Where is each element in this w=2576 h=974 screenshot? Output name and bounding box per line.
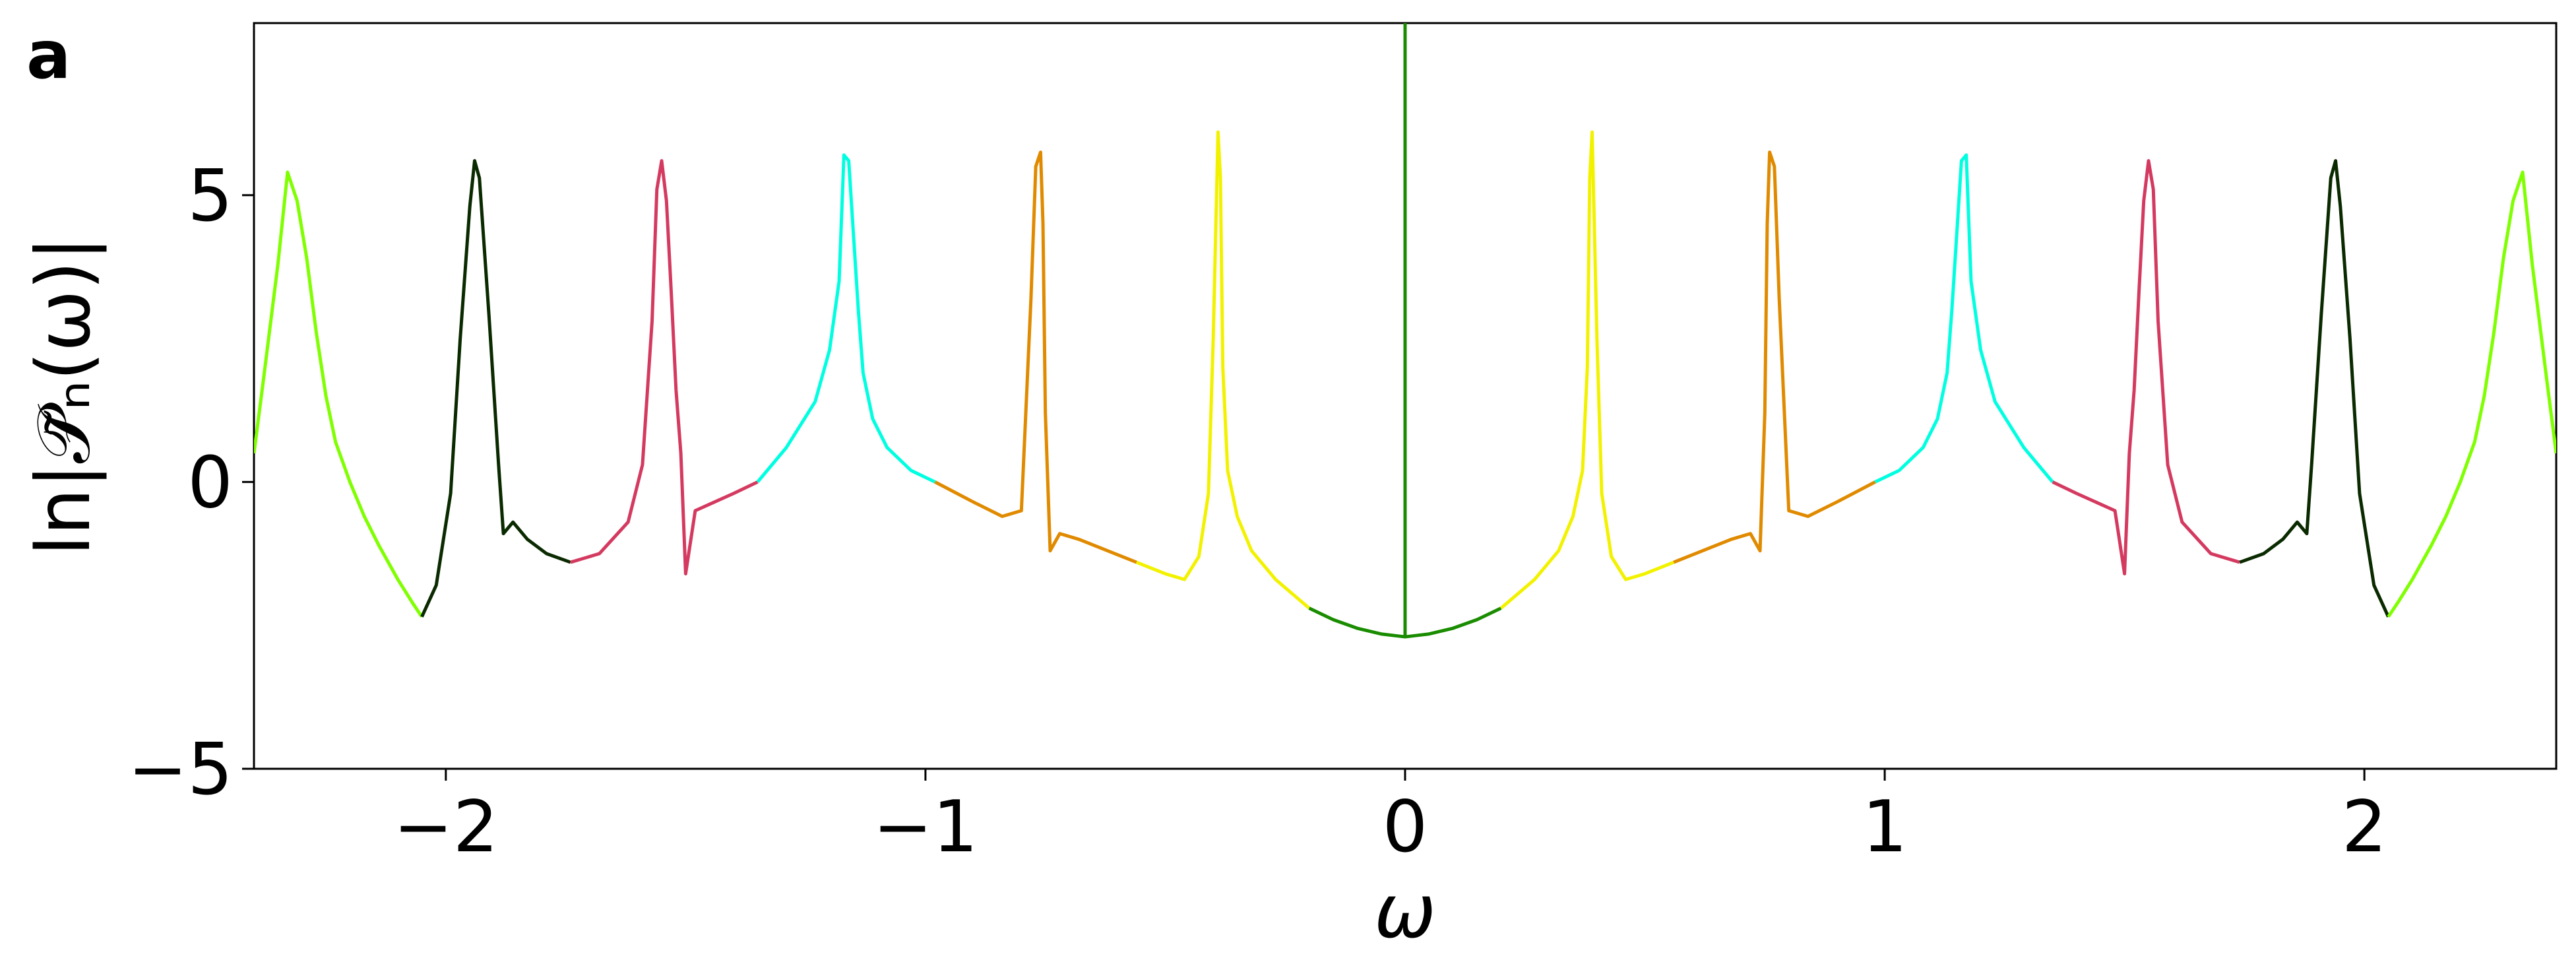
- x-tick-label: 0: [1383, 786, 1428, 868]
- series-line-9: [1673, 150, 1876, 564]
- series-line-12: [2239, 159, 2390, 618]
- series-line-10: [1874, 153, 2054, 484]
- x-axis-label: ω: [1374, 869, 1436, 955]
- y-tick-label: 0: [187, 441, 233, 524]
- series-line-11: [2052, 159, 2240, 575]
- series-line-1: [254, 170, 424, 618]
- x-tick-label: 1: [1862, 786, 1908, 868]
- x-tick-label: 2: [2342, 786, 2387, 868]
- series-line-13: [2387, 170, 2556, 618]
- series-line-6: [1135, 130, 1311, 610]
- panel-label: a: [26, 16, 71, 94]
- y-axis: −5 0 5: [128, 155, 254, 811]
- series-line-5: [934, 150, 1137, 564]
- series-line-8: [1499, 130, 1675, 610]
- y-tick-label: 5: [187, 155, 233, 238]
- series-line-4: [756, 153, 936, 484]
- series-layer: [254, 23, 2556, 639]
- x-tick-label: −1: [873, 786, 978, 868]
- x-axis: −2 −1 0 1 2: [393, 769, 2387, 868]
- series-line-2: [420, 159, 571, 618]
- y-tick-label: −5: [128, 729, 233, 811]
- y-axis-label: ln|𝒫̃ₙ(ω)|: [21, 236, 107, 556]
- x-tick-label: −2: [393, 786, 498, 868]
- series-line-3: [570, 159, 759, 575]
